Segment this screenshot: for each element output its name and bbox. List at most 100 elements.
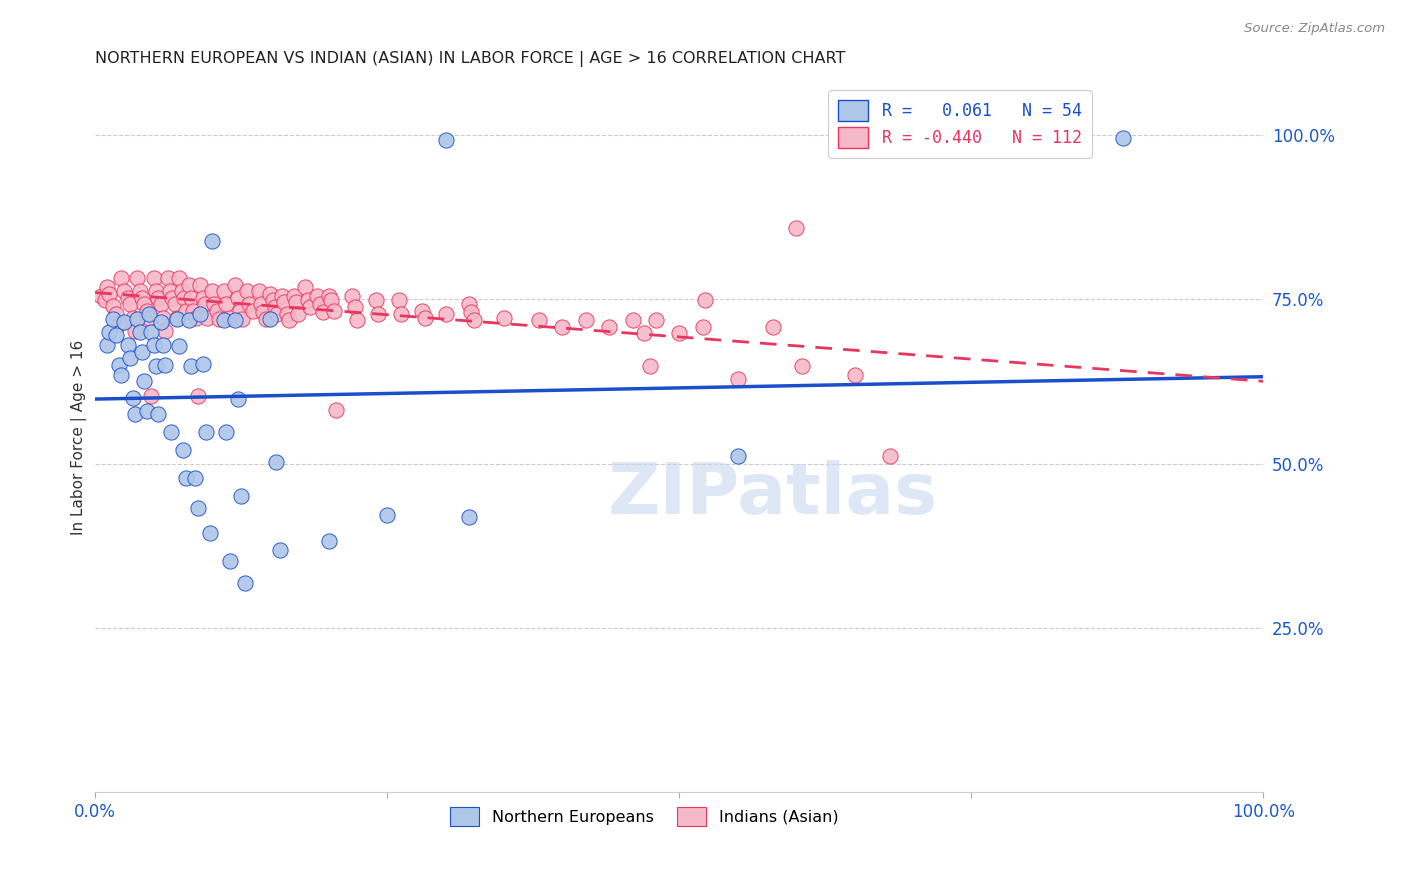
Point [262, 293, 284, 308]
Point [176, 471, 198, 485]
Point [790, 359, 813, 374]
Point [727, 372, 749, 386]
Point [187, 501, 209, 516]
Point [105, 307, 128, 321]
Point [259, 311, 281, 326]
Point [276, 307, 298, 321]
Point [308, 297, 330, 311]
Point [312, 305, 335, 319]
Point [128, 325, 150, 339]
Point [177, 313, 200, 327]
Point [163, 297, 186, 311]
Point [621, 313, 644, 327]
Point [141, 325, 163, 339]
Point [252, 305, 274, 319]
Point [101, 311, 124, 326]
Point [98, 286, 121, 301]
Point [229, 304, 252, 318]
Point [201, 284, 224, 298]
Point [180, 359, 202, 374]
Point [224, 313, 246, 327]
Point [205, 304, 228, 318]
Point [208, 311, 231, 326]
Point [162, 291, 184, 305]
Text: ZIPatlas: ZIPatlas [607, 459, 938, 529]
Point [142, 271, 165, 285]
Point [215, 425, 238, 439]
Point [879, 449, 901, 463]
Point [254, 311, 277, 326]
Point [785, 221, 807, 235]
Point [273, 295, 295, 310]
Point [148, 407, 170, 421]
Point [131, 291, 153, 305]
Point [160, 425, 183, 439]
Point [155, 324, 177, 338]
Point [90, 289, 112, 303]
Point [411, 304, 433, 318]
Point [343, 300, 366, 314]
Point [170, 284, 193, 298]
Point [117, 291, 139, 305]
Point [364, 293, 387, 308]
Point [460, 305, 482, 319]
Point [127, 311, 149, 326]
Point [159, 284, 181, 298]
Point [194, 297, 217, 311]
Point [318, 289, 340, 303]
Point [215, 297, 238, 311]
Point [134, 297, 156, 311]
Point [98, 325, 121, 339]
Point [285, 295, 308, 310]
Point [494, 310, 516, 325]
Point [266, 307, 288, 321]
Legend: Northern Europeans, Indians (Asian): Northern Europeans, Indians (Asian) [441, 798, 846, 834]
Point [152, 310, 174, 325]
Point [124, 407, 146, 421]
Point [342, 289, 364, 303]
Point [112, 315, 135, 329]
Point [762, 319, 785, 334]
Point [152, 338, 174, 352]
Point [138, 307, 160, 321]
Point [188, 307, 211, 321]
Point [169, 339, 191, 353]
Point [238, 297, 260, 311]
Point [156, 271, 179, 285]
Point [195, 425, 218, 439]
Point [176, 304, 198, 318]
Y-axis label: In Labor Force | Age > 16: In Labor Force | Age > 16 [72, 340, 87, 535]
Point [169, 271, 191, 285]
Point [149, 297, 172, 311]
Point [121, 310, 143, 325]
Point [166, 311, 188, 326]
Point [148, 291, 170, 305]
Point [191, 291, 214, 305]
Point [231, 489, 253, 503]
Point [142, 338, 165, 352]
Point [325, 402, 347, 417]
Point [112, 284, 135, 298]
Point [367, 307, 389, 321]
Point [413, 310, 436, 325]
Point [131, 344, 153, 359]
Point [269, 543, 291, 558]
Point [135, 404, 157, 418]
Point [177, 277, 200, 292]
Point [110, 271, 132, 285]
Point [93, 293, 115, 308]
Point [247, 284, 270, 298]
Point [120, 297, 142, 311]
Point [693, 293, 716, 308]
Point [283, 289, 305, 303]
Point [101, 299, 124, 313]
Point [127, 271, 149, 285]
Point [172, 443, 194, 458]
Point [692, 319, 714, 334]
Point [191, 357, 214, 371]
Point [318, 534, 340, 549]
Point [128, 284, 150, 298]
Point [551, 319, 574, 334]
Point [187, 389, 209, 403]
Point [1112, 131, 1135, 145]
